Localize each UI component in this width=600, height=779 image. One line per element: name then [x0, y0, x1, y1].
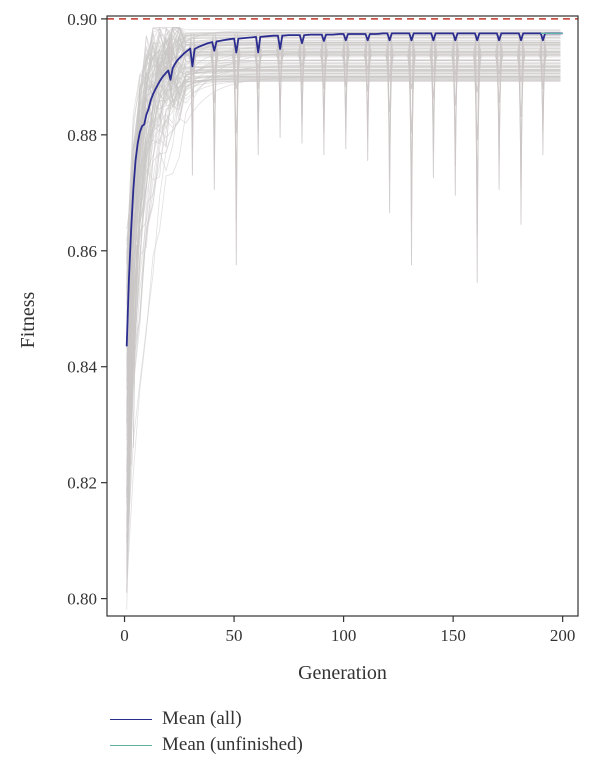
run-line: [126, 67, 561, 539]
run-dip: [495, 48, 503, 104]
run-dip: [450, 54, 460, 76]
run-line: [126, 75, 561, 421]
run-dip: [298, 48, 306, 85]
run-dip: [363, 48, 372, 92]
y-axis-label: Fitness: [17, 291, 39, 348]
run-line: [126, 80, 561, 242]
run-dip: [254, 48, 262, 90]
x-axis-ticks: 0 50 100 150 200: [120, 616, 575, 645]
y-tick-label: 0.84: [67, 358, 97, 377]
run-dip: [231, 54, 241, 90]
series-layer: [125, 32, 563, 347]
run-dip: [386, 43, 393, 146]
run-line: [126, 73, 561, 417]
run-line: [126, 75, 561, 573]
run-outlier: [132, 244, 137, 448]
legend-item-mean-all: Mean (all): [110, 706, 303, 732]
run-line: [126, 59, 561, 558]
run-dip: [320, 48, 328, 90]
run-dip: [472, 54, 482, 93]
run-dip: [517, 48, 525, 117]
run-line: [126, 27, 561, 422]
legend: Mean (all) Mean (unfinished): [110, 706, 303, 758]
run-dip: [385, 48, 394, 113]
x-tick-label: 100: [331, 626, 357, 645]
run-dip: [276, 48, 284, 83]
run-dip: [166, 48, 175, 64]
run-dip: [188, 54, 197, 72]
x-tick-label: 150: [440, 626, 466, 645]
run-dip: [429, 48, 438, 99]
legend-swatch-mean-unfinished: [110, 744, 152, 746]
run-line: [126, 27, 561, 498]
individual-runs: [126, 26, 561, 610]
run-line: [126, 76, 561, 553]
run-dip: [407, 54, 416, 90]
run-line: [126, 68, 561, 423]
run-dip: [429, 54, 438, 72]
run-dip: [473, 48, 481, 141]
legend-label-mean-unfinished: Mean (unfinished): [162, 734, 303, 755]
run-dip: [210, 48, 219, 104]
legend-item-mean-unfinished: Mean (unfinished): [110, 732, 303, 758]
legend-label-mean-all: Mean (all): [162, 708, 242, 729]
run-dip: [275, 54, 285, 65]
run-dip: [451, 48, 460, 106]
run-line: [126, 45, 561, 390]
run-dip: [452, 43, 459, 136]
run-dip: [167, 43, 174, 73]
run-dip: [319, 54, 329, 69]
run-dip: [188, 48, 197, 98]
run-dip: [385, 54, 394, 79]
run-dip: [253, 54, 263, 69]
fitness-chart: 0 50 100 150 200 0.80 0.82 0.84 0.86 0.88 0.90 Ge…: [17, 10, 579, 684]
x-tick-label: 200: [550, 626, 576, 645]
run-dip: [407, 48, 416, 134]
run-dip: [168, 38, 173, 83]
run-dip: [209, 54, 219, 75]
run-dip: [494, 54, 504, 75]
run-outlier: [130, 262, 135, 466]
run-line: [126, 71, 561, 230]
run-line: [126, 27, 561, 424]
run-dip: [341, 54, 351, 68]
series-line-mean-all: [125, 32, 563, 347]
run-dip: [232, 48, 240, 134]
y-tick-label: 0.82: [67, 474, 97, 493]
run-dip: [516, 54, 526, 81]
y-tick-label: 0.88: [67, 126, 97, 145]
run-dip: [538, 54, 548, 69]
run-dip: [342, 48, 350, 87]
plot-frame: [106, 15, 579, 617]
run-dip: [297, 54, 307, 66]
run-line: [126, 48, 561, 296]
run-outlier: [126, 326, 132, 530]
y-tick-label: 0.86: [67, 242, 97, 261]
x-tick-label: 0: [120, 626, 129, 645]
legend-swatch-mean-all: [110, 718, 152, 720]
run-outlier: [128, 320, 133, 524]
y-axis-ticks: 0.80 0.82 0.84 0.86 0.88 0.90: [67, 10, 107, 609]
x-axis-label: Generation: [298, 662, 387, 684]
x-tick-label: 50: [226, 626, 243, 645]
y-tick-label: 0.90: [67, 10, 97, 29]
run-dip: [363, 54, 373, 70]
y-tick-label: 0.80: [67, 590, 97, 609]
run-dip: [539, 48, 547, 90]
